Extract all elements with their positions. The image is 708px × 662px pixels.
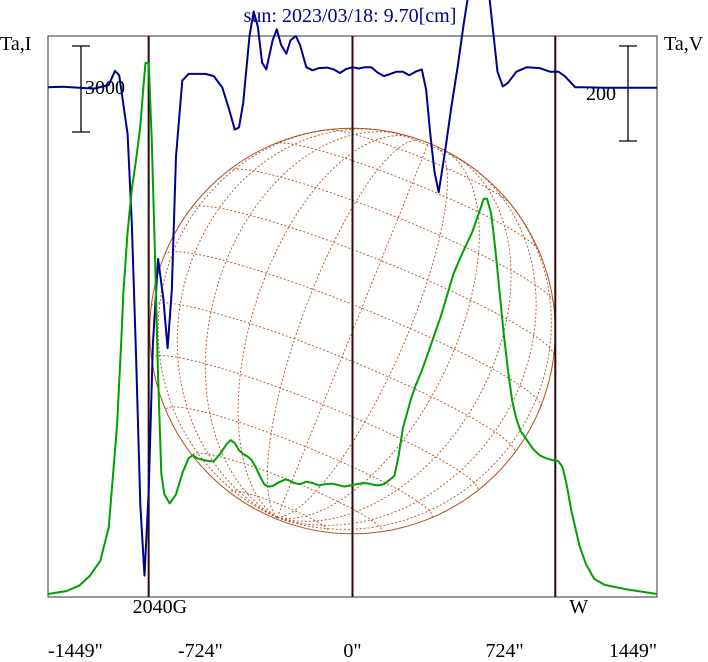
longitude-line [276, 164, 537, 526]
longitude-line [237, 135, 414, 518]
x-tick-label: -1449" [48, 640, 103, 662]
x-tick-label: 1449" [609, 640, 657, 662]
latitude-line [275, 142, 539, 250]
longitude-line [276, 142, 429, 518]
stokes-V-curve [47, 61, 658, 595]
latitude-line [384, 130, 469, 166]
longitude-line [157, 128, 339, 519]
longitude-line [276, 195, 552, 530]
latitude-line [328, 129, 511, 204]
latitude-line [228, 168, 554, 302]
longitude-line [277, 145, 448, 519]
latitude-line [190, 205, 555, 355]
right-scale-bar: 200 [586, 45, 637, 142]
x-tick-label: -724" [178, 640, 223, 662]
right-axis-label: Ta,V [664, 33, 704, 55]
left-axis-label: Ta,I [0, 33, 31, 55]
marker-label: W [569, 596, 588, 618]
chart-title: sun: 2023/03/18: 9.70[cm] [244, 5, 457, 27]
x-axis-ticks: -1449" -724" 0" 724" 1449" [48, 640, 657, 662]
longitude-line [176, 128, 385, 518]
right-scale-bar-label: 200 [586, 83, 616, 105]
latitude-line [151, 355, 479, 491]
longitude-line [204, 131, 401, 518]
longitude-line [277, 149, 480, 519]
x-tick-label: 724" [486, 640, 524, 662]
x-tick-label: 0" [343, 640, 361, 662]
marker-labels: 2040G W [133, 596, 589, 618]
left-scale-bar: 3000 [72, 45, 125, 133]
left-scale-bar-label: 3000 [85, 77, 125, 99]
stokes-I-curve [47, 0, 657, 577]
series-layer [47, 0, 658, 595]
longitude-line [266, 139, 421, 518]
latitude-line [151, 302, 516, 453]
marker-label: 2040G [133, 596, 187, 618]
